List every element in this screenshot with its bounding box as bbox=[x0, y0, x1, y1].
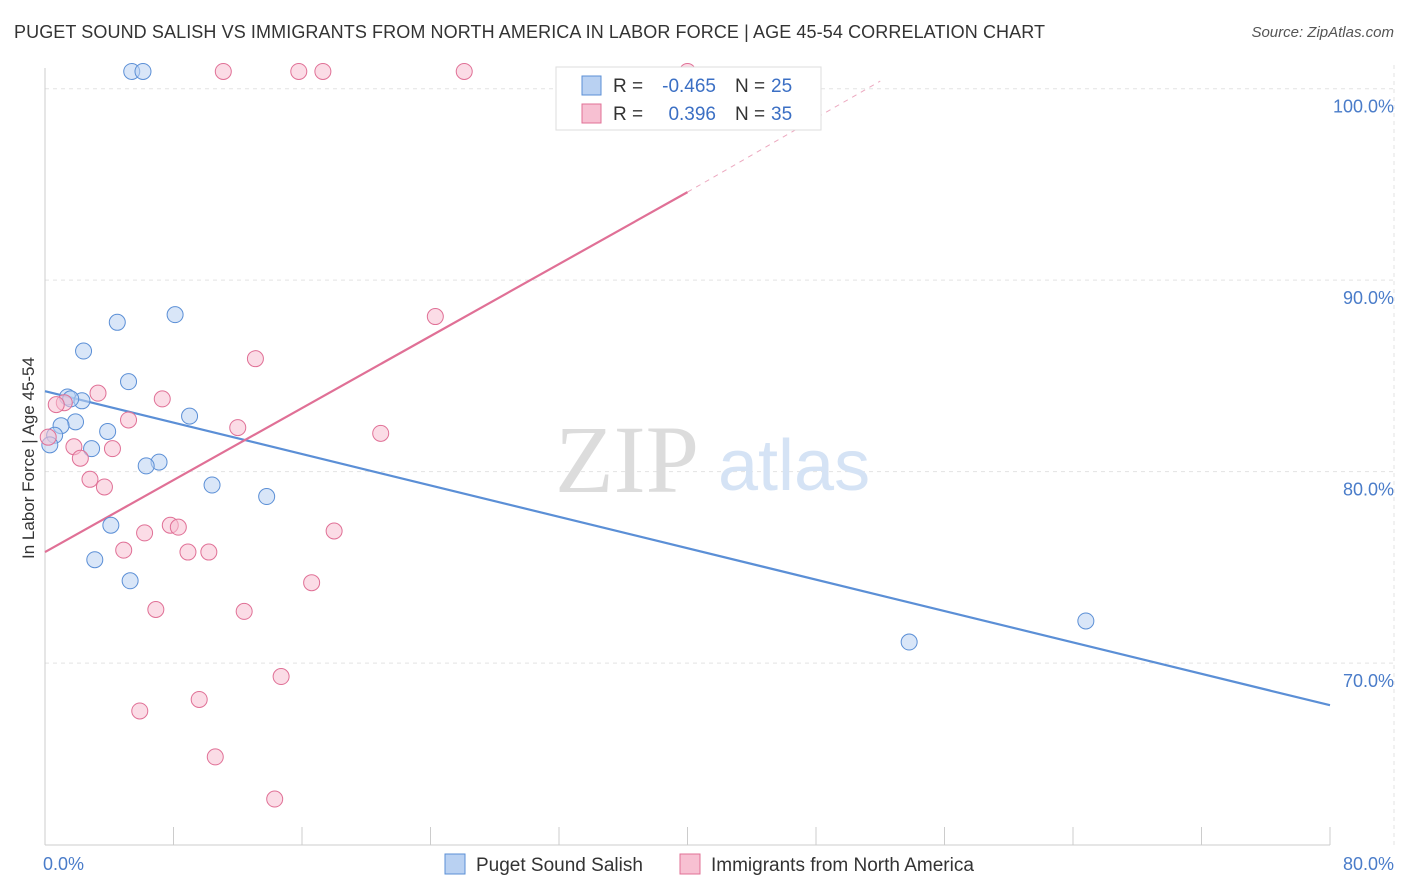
legend-r-value-1: 0.396 bbox=[668, 104, 716, 125]
trend-line-ext-1 bbox=[687, 80, 881, 193]
legend: R = -0.465 N = 25 R = 0.396 N = 35 bbox=[555, 66, 822, 131]
bottom-legend-swatch-immigrants bbox=[679, 853, 701, 875]
point-s1-3 bbox=[455, 62, 473, 80]
point-s1-27 bbox=[303, 574, 321, 592]
y-ticks: 100.0% 90.0% 80.0% 70.0% bbox=[1333, 97, 1394, 691]
trend-line-0 bbox=[44, 390, 1331, 707]
bottom-legend: Puget Sound Salish Immigrants from North… bbox=[444, 853, 974, 876]
point-s1-17 bbox=[71, 449, 89, 467]
legend-n-label-1: N = bbox=[735, 104, 765, 125]
y-tick-label-3: 70.0% bbox=[1343, 671, 1394, 691]
point-s0-9 bbox=[67, 413, 85, 431]
trend-lines bbox=[44, 80, 1331, 707]
point-s1-18 bbox=[81, 470, 99, 488]
point-s1-32 bbox=[131, 702, 149, 720]
point-s1-30 bbox=[272, 668, 290, 686]
point-s0-8 bbox=[181, 407, 199, 425]
watermark-zip: ZIP bbox=[555, 406, 699, 513]
legend-r-value-0: -0.465 bbox=[662, 76, 716, 97]
point-s1-6 bbox=[246, 350, 264, 368]
point-s1-11 bbox=[120, 411, 138, 429]
legend-r-label-0: R = bbox=[613, 76, 643, 97]
point-s1-33 bbox=[206, 748, 224, 766]
point-s0-22 bbox=[1077, 612, 1095, 630]
legend-swatch-immigrants bbox=[581, 103, 602, 124]
point-s0-5 bbox=[120, 373, 138, 391]
legend-r-label-1: R = bbox=[613, 104, 643, 125]
legend-swatch-salish bbox=[581, 75, 602, 96]
point-s1-21 bbox=[169, 518, 187, 536]
point-s1-23 bbox=[136, 524, 154, 542]
point-s0-11 bbox=[99, 422, 117, 440]
point-s1-1 bbox=[290, 62, 308, 80]
point-s0-17 bbox=[203, 476, 221, 494]
trend-line-1 bbox=[44, 191, 689, 554]
point-s1-2 bbox=[314, 62, 332, 80]
y-axis-label: In Labor Force | Age 45-54 bbox=[19, 357, 38, 559]
point-s0-19 bbox=[102, 516, 120, 534]
point-s0-20 bbox=[86, 551, 104, 569]
point-s1-31 bbox=[190, 690, 208, 708]
watermark-atlas: atlas bbox=[718, 426, 870, 506]
point-s1-12 bbox=[229, 419, 247, 437]
point-s1-26 bbox=[200, 543, 218, 561]
bottom-legend-swatch-salish bbox=[444, 853, 466, 875]
point-s0-4 bbox=[75, 342, 93, 360]
point-s0-21 bbox=[121, 572, 139, 590]
point-s1-0 bbox=[214, 62, 232, 80]
point-s1-15 bbox=[103, 440, 121, 458]
points bbox=[39, 62, 1095, 808]
legend-n-value-1: 35 bbox=[771, 104, 792, 125]
point-s1-16 bbox=[39, 428, 57, 446]
point-s1-34 bbox=[266, 790, 284, 808]
point-s1-7 bbox=[89, 384, 107, 402]
point-s0-16 bbox=[137, 457, 155, 475]
point-s0-18 bbox=[258, 488, 276, 506]
x-tick-label-0: 0.0% bbox=[43, 854, 84, 874]
point-s1-25 bbox=[179, 543, 197, 561]
point-s1-10 bbox=[47, 396, 65, 414]
point-s0-1 bbox=[134, 62, 152, 80]
point-s1-19 bbox=[95, 478, 113, 496]
x-tick-label-1: 80.0% bbox=[1343, 854, 1394, 874]
point-s1-29 bbox=[235, 602, 253, 620]
watermark: ZIP atlas bbox=[555, 406, 870, 513]
legend-n-value-0: 25 bbox=[771, 76, 792, 97]
point-s1-13 bbox=[372, 424, 390, 442]
chart-title: PUGET SOUND SALISH VS IMMIGRANTS FROM NO… bbox=[14, 22, 1046, 42]
y-tick-label-0: 100.0% bbox=[1333, 97, 1394, 117]
bottom-legend-label-immigrants: Immigrants from North America bbox=[711, 855, 974, 876]
legend-n-label-0: N = bbox=[735, 76, 765, 97]
y-tick-label-1: 90.0% bbox=[1343, 288, 1394, 308]
point-s0-2 bbox=[166, 306, 184, 324]
x-ticks: 0.0% 80.0% bbox=[43, 854, 1394, 874]
point-s1-22 bbox=[325, 522, 343, 540]
source-label: Source: ZipAtlas.com bbox=[1251, 24, 1394, 41]
point-s1-24 bbox=[115, 541, 133, 559]
point-s0-14 bbox=[83, 440, 101, 458]
point-s1-5 bbox=[426, 308, 444, 326]
point-s0-23 bbox=[900, 633, 918, 651]
point-s1-8 bbox=[153, 390, 171, 408]
point-s1-28 bbox=[147, 601, 165, 618]
axes bbox=[44, 68, 1331, 846]
bottom-legend-label-salish: Puget Sound Salish bbox=[476, 855, 643, 876]
y-tick-label-2: 80.0% bbox=[1343, 480, 1394, 500]
point-s0-3 bbox=[108, 313, 126, 331]
